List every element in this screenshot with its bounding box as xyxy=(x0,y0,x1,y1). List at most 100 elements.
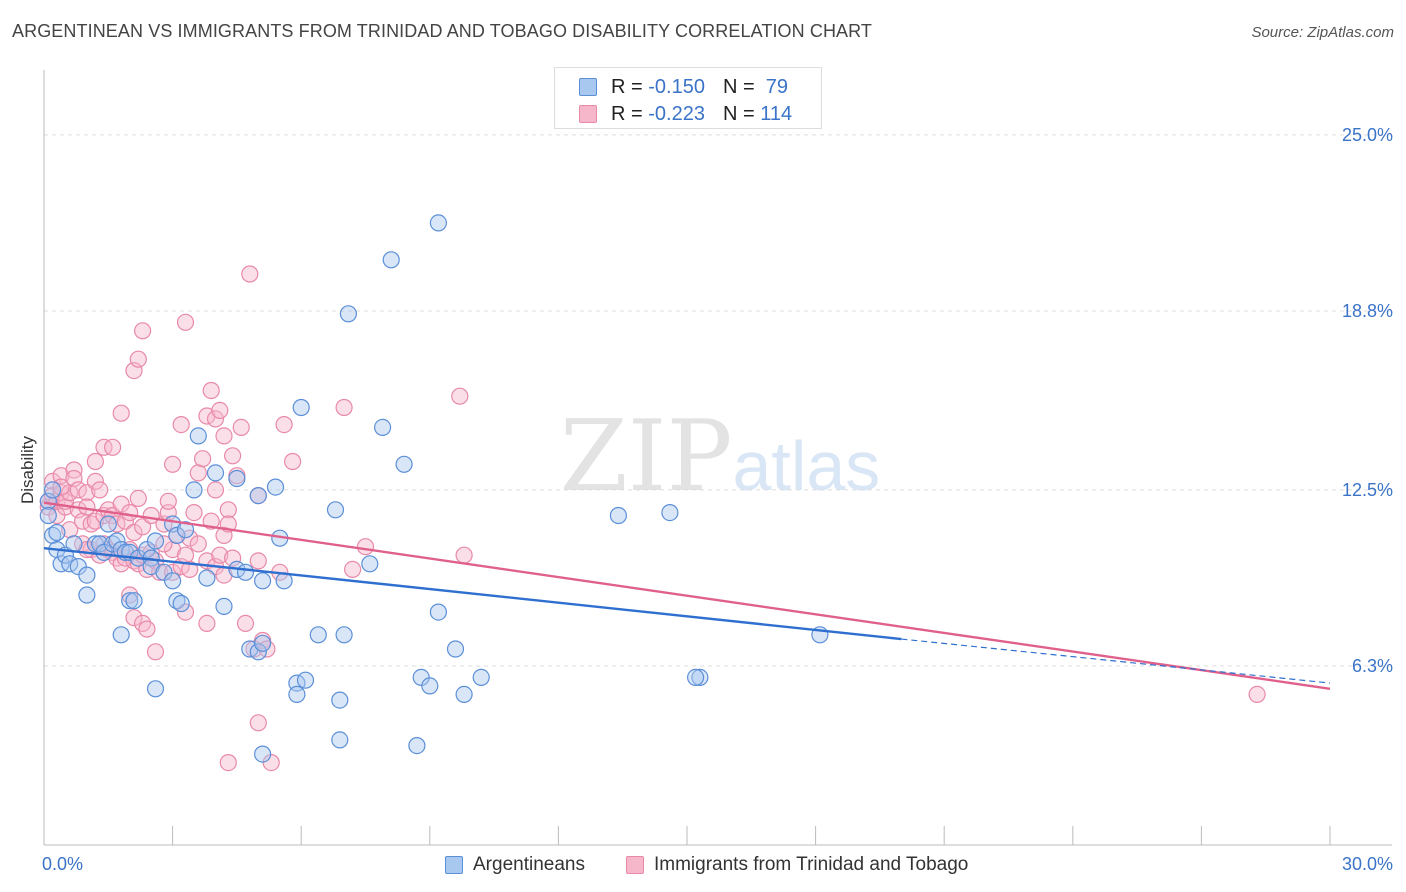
data-point xyxy=(134,518,152,536)
data-point xyxy=(168,526,186,545)
x-tick-label: 30.0% xyxy=(1342,854,1393,874)
data-point xyxy=(219,753,237,772)
data-point xyxy=(691,668,709,687)
n-value: 114 xyxy=(760,102,793,125)
data-point xyxy=(395,455,413,473)
data-point xyxy=(202,381,220,400)
data-point xyxy=(198,569,216,587)
data-point xyxy=(164,455,182,473)
data-point xyxy=(249,487,267,505)
data-point xyxy=(215,427,233,445)
data-point xyxy=(159,492,177,510)
data-point xyxy=(236,614,255,633)
data-point xyxy=(249,643,267,661)
data-point xyxy=(146,532,165,550)
data-point xyxy=(125,523,143,542)
data-point xyxy=(429,603,447,621)
n-value: 79 xyxy=(765,75,789,98)
data-point xyxy=(339,305,357,323)
data-point xyxy=(129,350,147,368)
r-label: R = xyxy=(611,75,643,98)
data-point xyxy=(344,560,362,579)
data-point xyxy=(455,685,473,704)
data-point xyxy=(125,609,143,627)
data-point xyxy=(254,745,272,763)
data-point xyxy=(121,592,139,610)
data-point xyxy=(224,447,242,465)
data-point xyxy=(472,668,490,687)
data-point xyxy=(121,503,139,522)
series-immigrants-trinidad-tobago xyxy=(39,265,1266,772)
data-point xyxy=(103,438,122,456)
data-point xyxy=(284,452,302,471)
data-point xyxy=(451,387,469,405)
legend-item-immigrants[interactable]: Immigrants from Trinidad and Tobago xyxy=(626,852,968,878)
n-label: N = xyxy=(722,75,755,98)
data-point xyxy=(206,464,225,482)
data-point xyxy=(228,469,246,488)
data-point xyxy=(116,512,135,530)
data-point xyxy=(686,668,705,687)
y-tick-label: 18.8% xyxy=(1342,301,1393,321)
data-point xyxy=(86,472,105,490)
data-point xyxy=(292,398,310,417)
chart-title: ARGENTINEAN VS IMMIGRANTS FROM TRINIDAD … xyxy=(12,21,873,41)
y-tick-label: 25.0% xyxy=(1342,125,1393,145)
data-point xyxy=(382,251,400,269)
x-tick-label: 0.0% xyxy=(42,854,83,874)
data-point xyxy=(429,214,447,232)
data-point xyxy=(198,614,216,633)
data-point xyxy=(112,404,130,422)
data-point xyxy=(146,680,165,698)
data-point xyxy=(91,481,109,499)
legend-item-argentineans[interactable]: Argentineans xyxy=(445,852,585,878)
data-point xyxy=(99,515,117,533)
data-point xyxy=(206,481,225,499)
data-point xyxy=(138,620,156,638)
data-point xyxy=(176,313,195,331)
data-point xyxy=(164,572,182,590)
data-point xyxy=(48,523,66,542)
stats-box: R = -0.150 N = 79 R = -0.223 N = 114 xyxy=(554,67,822,129)
y-tick-label: 6.3% xyxy=(1352,656,1393,676)
data-point xyxy=(421,677,439,695)
data-point xyxy=(361,555,379,573)
trend-line-argentineans xyxy=(43,546,902,641)
data-point xyxy=(185,481,203,499)
watermark-zip: ZIPatlas xyxy=(560,400,881,514)
data-point xyxy=(172,416,190,434)
trend-line-immigrants xyxy=(43,501,1331,690)
y-tick-label: 12.5% xyxy=(1342,480,1393,500)
data-point xyxy=(249,714,267,732)
data-point xyxy=(241,265,259,283)
grid xyxy=(44,134,1392,667)
data-point xyxy=(288,685,306,704)
data-point xyxy=(211,546,229,564)
data-point xyxy=(112,626,130,644)
series-argentineans xyxy=(39,214,829,763)
data-point xyxy=(275,416,293,434)
data-point xyxy=(78,566,96,584)
data-point xyxy=(194,450,212,468)
data-point xyxy=(134,322,152,340)
data-point xyxy=(185,503,203,522)
data-point xyxy=(219,501,237,519)
n-label: N = xyxy=(722,102,755,125)
data-point xyxy=(125,592,143,610)
data-point xyxy=(43,481,62,499)
data-point xyxy=(189,427,207,445)
data-point xyxy=(189,535,207,553)
tick-labels: 25.0% 18.8% 12.5% 6.3% 0.0% 30.0% xyxy=(42,125,1393,874)
data-point xyxy=(331,691,349,709)
data-point xyxy=(129,489,147,507)
data-point xyxy=(146,643,165,661)
legend-swatch-blue xyxy=(445,856,463,874)
data-point xyxy=(326,501,345,519)
data-point xyxy=(151,563,169,581)
data-point xyxy=(374,418,392,436)
legend-label: Argentineans xyxy=(473,854,585,875)
data-point xyxy=(236,563,255,581)
data-point xyxy=(249,552,267,570)
source-label: Source: ZipAtlas.com xyxy=(1251,24,1394,41)
